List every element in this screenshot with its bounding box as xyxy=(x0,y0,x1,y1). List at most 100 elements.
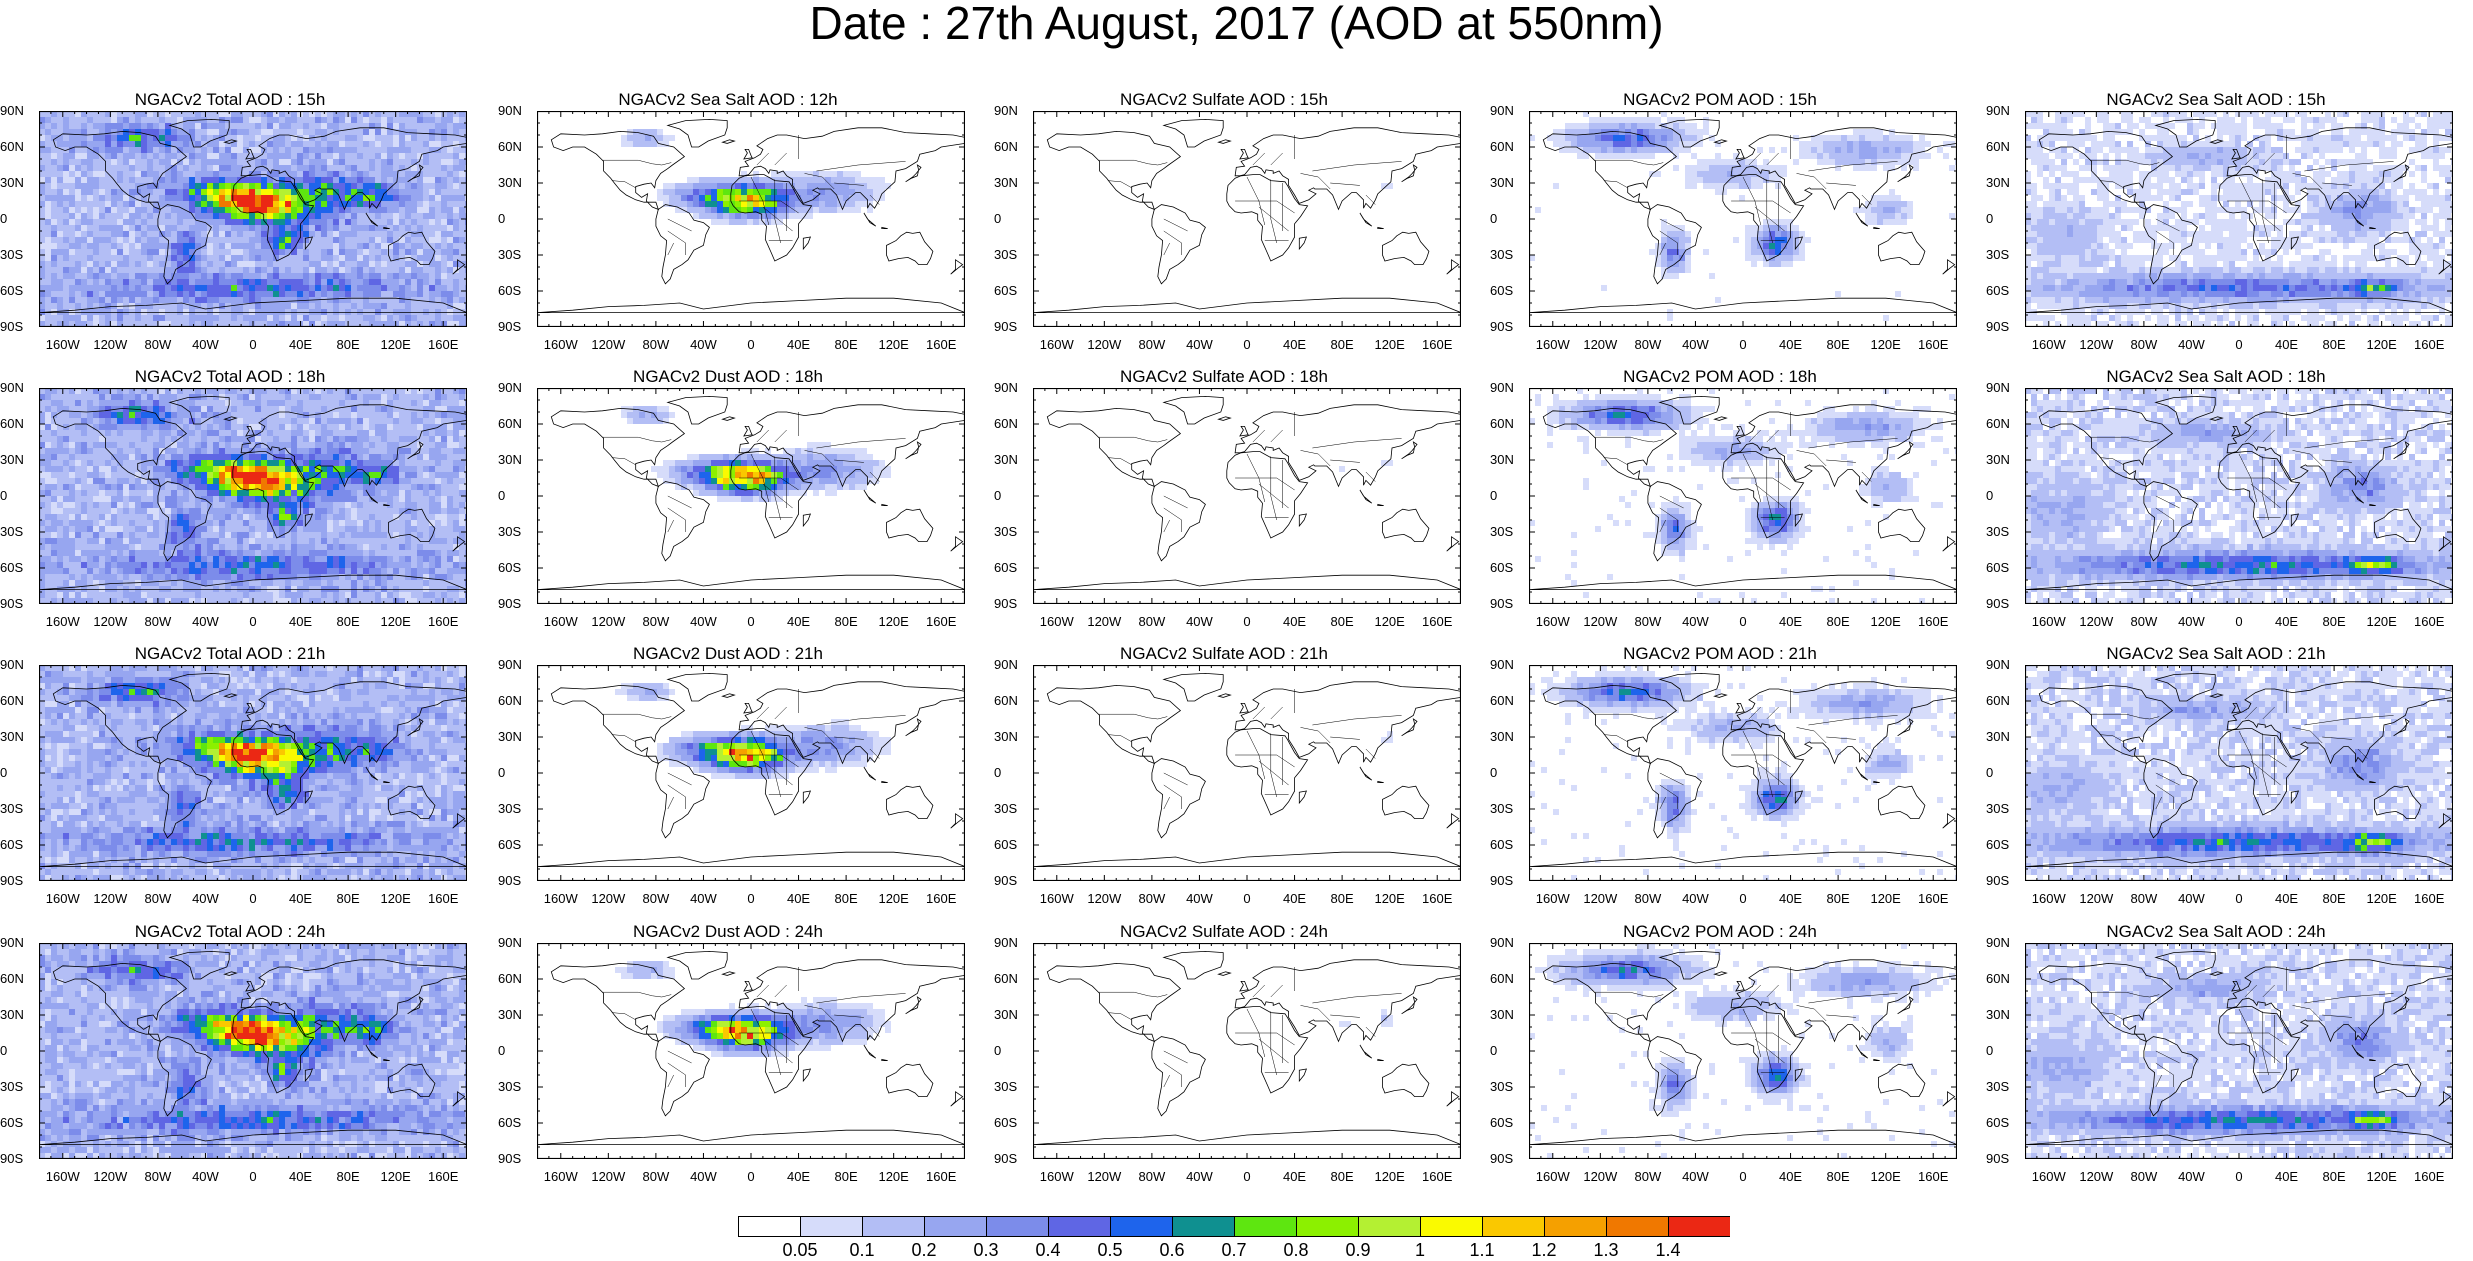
lat-tick-label: 30N xyxy=(498,1008,524,1022)
lat-tick-label: 30S xyxy=(498,248,524,262)
colorbar-box xyxy=(1669,1217,1731,1237)
lon-tick-label: 80W xyxy=(631,614,681,629)
lon-tick-label: 40E xyxy=(2262,337,2312,352)
lat-tick-label: 0 xyxy=(0,212,26,226)
colorbar xyxy=(738,1216,1730,1238)
lon-tick-label: 40E xyxy=(1766,1169,1816,1184)
lon-tick-label: 160W xyxy=(536,1169,586,1184)
panel-title: NGACv2 Dust AOD : 21h xyxy=(498,644,958,664)
lon-tick-label: 0 xyxy=(2214,1169,2264,1184)
lat-tick-label: 60S xyxy=(498,1116,524,1130)
lat-tick-label: 30N xyxy=(1986,730,2012,744)
lat-tick-label: 90N xyxy=(0,658,26,672)
lat-tick-label: 30N xyxy=(0,730,26,744)
lon-tick-label: 120E xyxy=(869,337,919,352)
lon-tick-label: 120W xyxy=(1079,337,1129,352)
aod-field xyxy=(2025,111,2453,327)
lat-tick-label: 30S xyxy=(498,525,524,539)
panel-title: NGACv2 Sulfate AOD : 24h xyxy=(994,922,1454,942)
lat-tick-label: 90S xyxy=(498,1152,524,1166)
lon-tick-label: 120E xyxy=(1861,614,1911,629)
lon-tick-label: 160W xyxy=(1032,1169,1082,1184)
lon-tick-label: 40E xyxy=(276,614,326,629)
lon-tick-label: 80E xyxy=(2309,891,2359,906)
aod-field xyxy=(39,943,467,1159)
lon-tick-label: 80W xyxy=(1623,891,1673,906)
aod-map xyxy=(1033,388,1461,604)
lat-tick-label: 0 xyxy=(994,212,1020,226)
map-frame xyxy=(1034,666,1461,881)
lon-tick-label: 160W xyxy=(2024,1169,2074,1184)
lat-tick-label: 30S xyxy=(0,1080,26,1094)
lon-tick-label: 40W xyxy=(1174,337,1224,352)
lon-tick-label: 120E xyxy=(371,1169,421,1184)
lon-tick-label: 40E xyxy=(2262,891,2312,906)
lon-tick-label: 40W xyxy=(1174,614,1224,629)
aod-map xyxy=(1529,388,1957,604)
lon-tick-label: 0 xyxy=(726,891,776,906)
lat-tick-label: 90S xyxy=(1986,320,2012,334)
lon-tick-label: 0 xyxy=(228,1169,278,1184)
lat-tick-label: 60N xyxy=(994,140,1020,154)
lat-tick-label: 90S xyxy=(1986,597,2012,611)
lat-tick-label: 0 xyxy=(1490,1044,1516,1058)
lon-tick-label: 120W xyxy=(583,1169,633,1184)
lat-tick-label: 90N xyxy=(1986,658,2012,672)
lat-tick-label: 60N xyxy=(0,140,26,154)
colorbar-box xyxy=(925,1217,987,1237)
lon-tick-label: 160E xyxy=(1908,891,1958,906)
colorbar-label: 1.1 xyxy=(1452,1240,1512,1261)
lon-tick-label: 120E xyxy=(2357,614,2407,629)
lon-tick-label: 80E xyxy=(323,614,373,629)
lat-tick-label: 60N xyxy=(498,140,524,154)
aod-field xyxy=(621,406,891,502)
lat-tick-label: 90S xyxy=(0,874,26,888)
aod-map xyxy=(1529,111,1957,327)
aod-map xyxy=(537,943,965,1159)
aod-field xyxy=(39,111,467,327)
lat-tick-label: 30S xyxy=(994,802,1020,816)
lat-tick-label: 90S xyxy=(498,874,524,888)
lon-tick-label: 80E xyxy=(2309,614,2359,629)
lat-tick-label: 0 xyxy=(1986,1044,2012,1058)
lat-tick-label: 30S xyxy=(0,525,26,539)
lon-tick-label: 120W xyxy=(1575,891,1625,906)
lon-tick-label: 120W xyxy=(1079,614,1129,629)
colorbar-box xyxy=(801,1217,863,1237)
lon-tick-label: 80E xyxy=(323,337,373,352)
aod-field xyxy=(621,129,891,225)
lon-tick-label: 80W xyxy=(133,1169,183,1184)
colorbar-box xyxy=(1235,1217,1297,1237)
panel-title: NGACv2 Sea Salt AOD : 12h xyxy=(498,90,958,110)
lat-tick-label: 30S xyxy=(994,1080,1020,1094)
lon-tick-label: 120W xyxy=(1575,337,1625,352)
lon-tick-label: 80W xyxy=(2119,891,2169,906)
lat-tick-label: 90S xyxy=(0,1152,26,1166)
lat-tick-label: 90N xyxy=(1490,936,1516,950)
colorbar-label: 0.2 xyxy=(894,1240,954,1261)
lon-tick-label: 40E xyxy=(1766,337,1816,352)
lon-tick-label: 120W xyxy=(85,614,135,629)
lon-tick-label: 40E xyxy=(276,337,326,352)
lon-tick-label: 80E xyxy=(1813,337,1863,352)
lat-tick-label: 0 xyxy=(498,489,524,503)
lat-tick-label: 60S xyxy=(498,284,524,298)
panel-title: NGACv2 Sulfate AOD : 21h xyxy=(994,644,1454,664)
lat-tick-label: 30N xyxy=(0,176,26,190)
lon-tick-label: 80W xyxy=(2119,1169,2169,1184)
lon-tick-label: 40E xyxy=(2262,614,2312,629)
aod-map xyxy=(1033,665,1461,881)
lat-tick-label: 30S xyxy=(1490,1080,1516,1094)
lat-tick-label: 90N xyxy=(1986,104,2012,118)
lon-tick-label: 40E xyxy=(1766,891,1816,906)
aod-field xyxy=(1339,1009,1393,1027)
lon-tick-label: 160E xyxy=(2404,337,2454,352)
lon-tick-label: 160W xyxy=(1032,614,1082,629)
lat-tick-label: 30S xyxy=(1490,802,1516,816)
aod-field xyxy=(615,683,891,779)
lon-tick-label: 40W xyxy=(678,614,728,629)
lat-tick-label: 60N xyxy=(1986,140,2012,154)
aod-field xyxy=(1339,460,1393,472)
lat-tick-label: 0 xyxy=(0,489,26,503)
